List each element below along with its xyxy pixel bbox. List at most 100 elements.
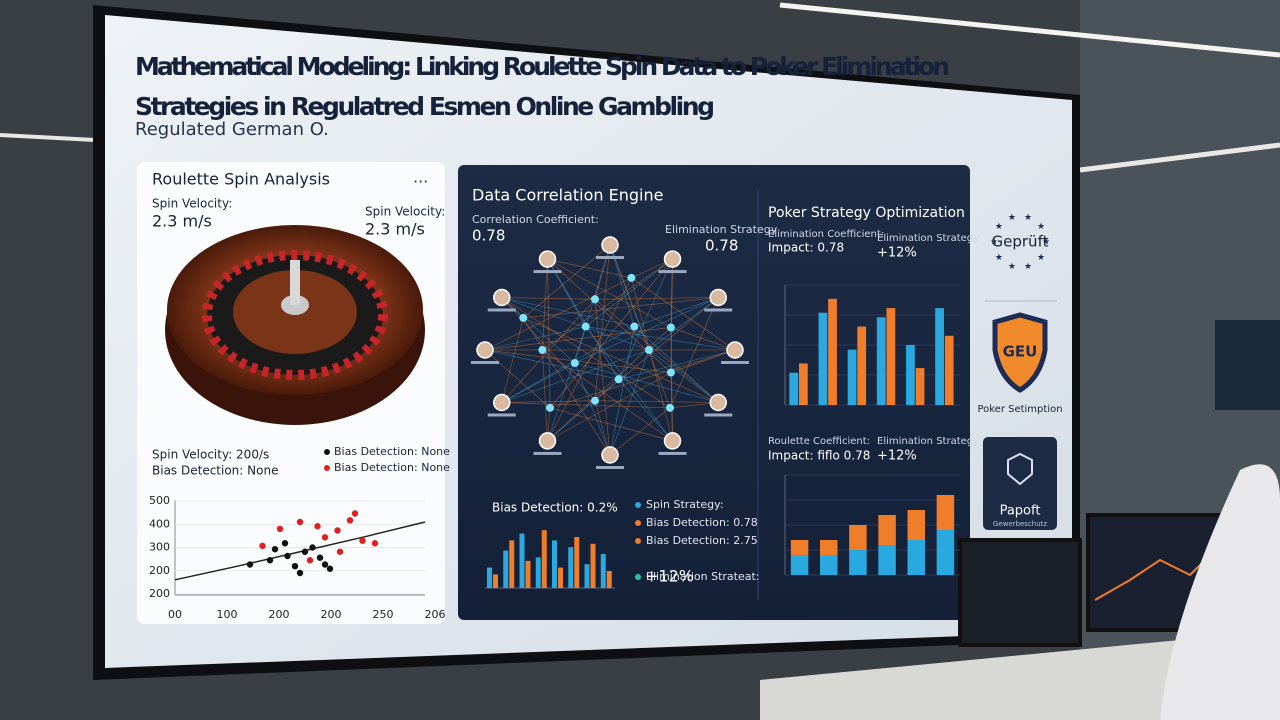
edge bbox=[484, 327, 671, 351]
edge bbox=[594, 244, 611, 300]
value: +12% bbox=[877, 246, 917, 261]
scatter-point bbox=[371, 540, 379, 547]
edge bbox=[594, 297, 719, 402]
edge bbox=[501, 297, 671, 409]
star: ★ bbox=[995, 222, 1003, 232]
star: ★ bbox=[1037, 222, 1045, 232]
node bbox=[546, 403, 555, 412]
edge bbox=[594, 400, 611, 456]
subtitle: Regulated German O. bbox=[135, 119, 329, 140]
bar bbox=[552, 540, 557, 588]
label: Spin Velocity: bbox=[152, 197, 232, 211]
node-label bbox=[658, 270, 687, 274]
node-label bbox=[596, 256, 624, 259]
scatter-point bbox=[314, 523, 321, 530]
edge bbox=[522, 317, 611, 456]
label: Elimination Strategy bbox=[877, 233, 979, 244]
legend-dot bbox=[324, 449, 330, 455]
edge bbox=[609, 244, 650, 351]
edge bbox=[501, 326, 635, 403]
bar bbox=[535, 557, 541, 588]
legend-dot bbox=[635, 502, 641, 508]
desk bbox=[760, 320, 1280, 720]
edge bbox=[501, 297, 635, 327]
label: Elimination Strategy bbox=[877, 436, 979, 447]
bar bbox=[944, 335, 954, 405]
x-tick-label: 100 bbox=[217, 608, 238, 621]
node-label bbox=[596, 466, 624, 469]
edge bbox=[484, 349, 619, 380]
card-title: Roulette Spin Analysis bbox=[152, 170, 330, 189]
edge bbox=[547, 277, 632, 442]
star: ★ bbox=[1008, 213, 1016, 223]
panel-title: Poker Strategy Optimization bbox=[768, 205, 965, 221]
avatar bbox=[492, 288, 511, 307]
node bbox=[570, 359, 579, 368]
edge bbox=[594, 299, 611, 456]
node bbox=[538, 346, 547, 354]
shield-text: GEU bbox=[1003, 343, 1038, 361]
edge bbox=[547, 326, 587, 442]
edge bbox=[648, 349, 719, 403]
edge bbox=[549, 407, 673, 442]
bar bbox=[487, 567, 492, 588]
roulette-wheel bbox=[165, 225, 425, 425]
trend-line bbox=[174, 521, 426, 581]
bar bbox=[519, 533, 525, 588]
menu[interactable]: ... bbox=[413, 168, 428, 187]
bar bbox=[886, 308, 896, 405]
bar bbox=[606, 571, 612, 588]
label: Elimination Coefficient: bbox=[768, 229, 884, 240]
x-tick-label: 250 bbox=[373, 608, 394, 621]
edge bbox=[585, 326, 673, 442]
edge bbox=[574, 362, 611, 456]
edge bbox=[501, 362, 576, 403]
edge bbox=[594, 400, 719, 403]
edge bbox=[585, 326, 736, 351]
avatar bbox=[538, 432, 557, 450]
edge bbox=[501, 297, 650, 351]
value: 2.3 m/s bbox=[152, 212, 212, 231]
node bbox=[614, 375, 623, 384]
legend-dot bbox=[635, 538, 641, 544]
x-tick-label: 206 bbox=[425, 608, 446, 621]
label: Roulette Coefficient: bbox=[768, 436, 870, 447]
scatter-point bbox=[346, 517, 354, 524]
edge bbox=[501, 297, 576, 364]
star: ★ bbox=[1042, 238, 1050, 248]
legend-entry: Spin Strategy: bbox=[646, 498, 724, 511]
ceiling-light bbox=[0, 133, 96, 142]
edge bbox=[547, 378, 619, 442]
scatter-point bbox=[321, 534, 329, 541]
edge bbox=[634, 326, 719, 403]
label: Bias Detection: None bbox=[152, 464, 278, 478]
edge bbox=[631, 277, 673, 442]
edge bbox=[618, 378, 673, 442]
edge bbox=[484, 277, 632, 351]
edge bbox=[542, 349, 548, 441]
scatter-point bbox=[334, 527, 341, 534]
edge bbox=[523, 297, 719, 319]
bar bbox=[509, 540, 515, 588]
bar bbox=[789, 372, 799, 405]
scatter-point bbox=[306, 557, 314, 564]
bar bbox=[936, 530, 955, 575]
scatter-point bbox=[266, 557, 274, 564]
legend-entry: Bias Detection: 0.78 bbox=[646, 516, 758, 529]
edge bbox=[549, 258, 673, 409]
edge bbox=[542, 259, 548, 351]
edge bbox=[549, 349, 736, 409]
legend-entry: Bias Detection: None bbox=[334, 445, 450, 458]
avatar bbox=[476, 341, 494, 359]
node-label bbox=[721, 361, 749, 364]
scatter-point bbox=[336, 548, 344, 555]
edge bbox=[594, 298, 719, 403]
edge bbox=[609, 349, 650, 456]
edge bbox=[501, 400, 595, 403]
edge bbox=[501, 317, 524, 403]
bar bbox=[849, 525, 867, 550]
node bbox=[590, 396, 599, 405]
star: ★ bbox=[1037, 253, 1045, 263]
bar bbox=[541, 530, 547, 588]
bar bbox=[936, 495, 955, 530]
